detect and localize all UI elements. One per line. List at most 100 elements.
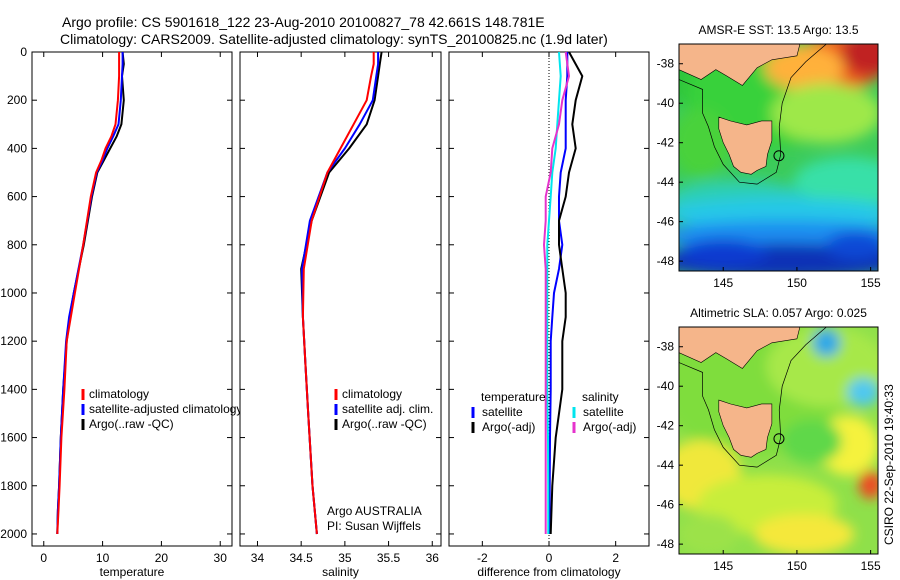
diff-legend-label: satellite (482, 405, 523, 419)
float-annotation-line2: PI: Susan Wijffels (327, 519, 421, 533)
salinity-legend-label: climatology (342, 387, 402, 401)
salinity-legend-label: satellite adj. clim. (342, 402, 433, 416)
salinity-xtick-label: 35 (338, 551, 352, 565)
temperature-ytick-label: 1600 (0, 431, 27, 445)
sst_map-xtick-label: 145 (713, 276, 733, 290)
sst_map-field-blob (825, 231, 878, 260)
temperature-panel: 0 10 20 30 temperature 0 200 400 600 800 1000 1200 1… (0, 45, 242, 579)
temperature-xtick-label: 20 (155, 551, 169, 565)
sla_map-tasmania (718, 399, 773, 458)
sst_map-field-blob (793, 157, 878, 208)
temperature-xtick-label: 30 (214, 551, 228, 565)
sst_map-ytick-label: -46 (657, 215, 675, 229)
sla_map-field-blob (858, 470, 878, 499)
sla_map-ytick-label: -38 (657, 340, 675, 354)
temperature-ytick-label: 2000 (0, 527, 27, 541)
sla_map-ytick-label: -40 (657, 379, 675, 393)
salinity-xtick-label: 35.5 (377, 551, 401, 565)
sla_map-xtick-label: 145 (713, 559, 733, 573)
sst_map-field-blob (840, 44, 878, 76)
difference-xtick-label: -2 (477, 551, 488, 565)
sst_map-ytick-label: -42 (657, 136, 675, 150)
sst_map-xtick-label: 150 (787, 276, 807, 290)
sst-map-panel: 145 150 155 -38 -40 -42 -44 -46 -48 AMSR-E SST: 1… (657, 23, 881, 290)
temperature-axes-frame (31, 51, 233, 547)
sst_map-xtick-label: 155 (861, 276, 881, 290)
temperature-ytick-label: 1800 (0, 479, 27, 493)
difference-xlabel: difference from climatology (477, 565, 620, 579)
sla_map-mainland (679, 327, 801, 369)
sla_map-ytick-label: -42 (657, 419, 675, 433)
sst_map-field-blob (771, 83, 878, 144)
sla_map-field-blob (754, 514, 855, 554)
salinity-xtick-label: 36 (426, 551, 440, 565)
sst_map-ytick-label: -40 (657, 96, 675, 110)
sst_map-ytick-label: -44 (657, 175, 675, 189)
sla_map-ytick-label: -48 (657, 537, 675, 551)
salinity-panel: 34 34.5 35 35.5 36 salinity climatologysatelli… (239, 51, 442, 579)
salinity-xtick-label: 34.5 (289, 551, 313, 565)
sla_map-xtick-label: 155 (861, 559, 881, 573)
difference-series-argo-adj (549, 51, 584, 535)
sla_map-ytick-label: -44 (657, 458, 675, 472)
temperature-ytick-label: 800 (7, 238, 27, 252)
sla-map-panel: 145 150 155 -38 -40 -42 -44 -46 -48 Altimetric SL… (657, 306, 881, 573)
diff-legend-temperature-header: temperature (481, 390, 546, 404)
sla_map-field-blob (847, 378, 878, 407)
figure-title-line1: Argo profile: CS 5901618_122 23-Aug-2010… (62, 14, 545, 30)
temperature-ytick-label: 600 (7, 190, 27, 204)
credit-stamp: CSIRO 22-Sep-2010 19:40:33 (882, 384, 896, 545)
temperature-ytick-label: 1000 (0, 286, 27, 300)
sla_map-shelf-contour (679, 327, 827, 468)
sst_map-field-blob (679, 107, 732, 178)
temperature-ytick-label: 200 (7, 93, 27, 107)
sla_map-frame (678, 326, 879, 555)
sst_map-mainland (679, 44, 801, 86)
temperature-series-climatology (56, 52, 121, 535)
sla_map-field-blobs (679, 327, 878, 554)
sst_map-tasmania (718, 116, 773, 175)
temperature-ytick-label: 0 (20, 45, 27, 59)
sla_map-float-marker (773, 433, 785, 445)
difference-xtick-label: 0 (546, 551, 553, 565)
salinity-legend-label: Argo(..raw -QC) (342, 417, 427, 431)
salinity-xlabel: salinity (322, 565, 359, 579)
sla_map-field-blob (812, 328, 841, 357)
figure-title-line2: Climatology: CARS2009. Satellite-adjuste… (60, 31, 608, 47)
sst_map-ytick-label: -38 (657, 57, 675, 71)
temperature-legend-label: satellite-adjusted climatology (89, 402, 242, 416)
sla_map-field-blob (679, 514, 739, 554)
sst_map-float-marker (773, 150, 785, 162)
temperature-xtick-label: 0 (40, 551, 47, 565)
temperature-legend-label: climatology (89, 387, 149, 401)
sst_map-field (679, 44, 878, 271)
difference-series-argo-adj (543, 51, 570, 534)
sla_map-ytick-label: -46 (657, 498, 675, 512)
sla_map-xtick-label: 150 (787, 559, 807, 573)
sst_map-field-blob (679, 239, 769, 268)
temperature-ytick-label: 400 (7, 141, 27, 155)
salinity-xtick-label: 34 (251, 551, 265, 565)
difference-series-satellite (546, 51, 562, 534)
sst_map-ytick-label: -48 (657, 254, 675, 268)
temperature-ytick-label: 1400 (0, 382, 27, 396)
sla_map-field (679, 327, 878, 554)
temperature-xlabel: temperature (100, 565, 165, 579)
salinity-series-climatology (301, 52, 375, 535)
difference-xtick-label: 2 (612, 551, 619, 565)
sst_map-title: AMSR-E SST: 13.5 Argo: 13.5 (698, 23, 858, 37)
sla_map-field-blob (781, 419, 842, 464)
difference-series-satellite (548, 52, 569, 534)
diff-legend-label: satellite (583, 405, 624, 419)
diff-legend-salinity-header: salinity (582, 390, 619, 404)
sla_map-title: Altimetric SLA: 0.057 Argo: 0.025 (690, 306, 867, 320)
sst_map-frame (678, 43, 879, 272)
temperature-xtick-label: 10 (96, 551, 110, 565)
diff-legend-label: Argo(-adj) (583, 420, 636, 434)
diff-legend-label: Argo(-adj) (482, 420, 535, 434)
sst_map-shelf-contour (679, 44, 827, 185)
sst_map-field-blobs (679, 44, 878, 271)
float-annotation-line1: Argo AUSTRALIA (327, 504, 422, 518)
